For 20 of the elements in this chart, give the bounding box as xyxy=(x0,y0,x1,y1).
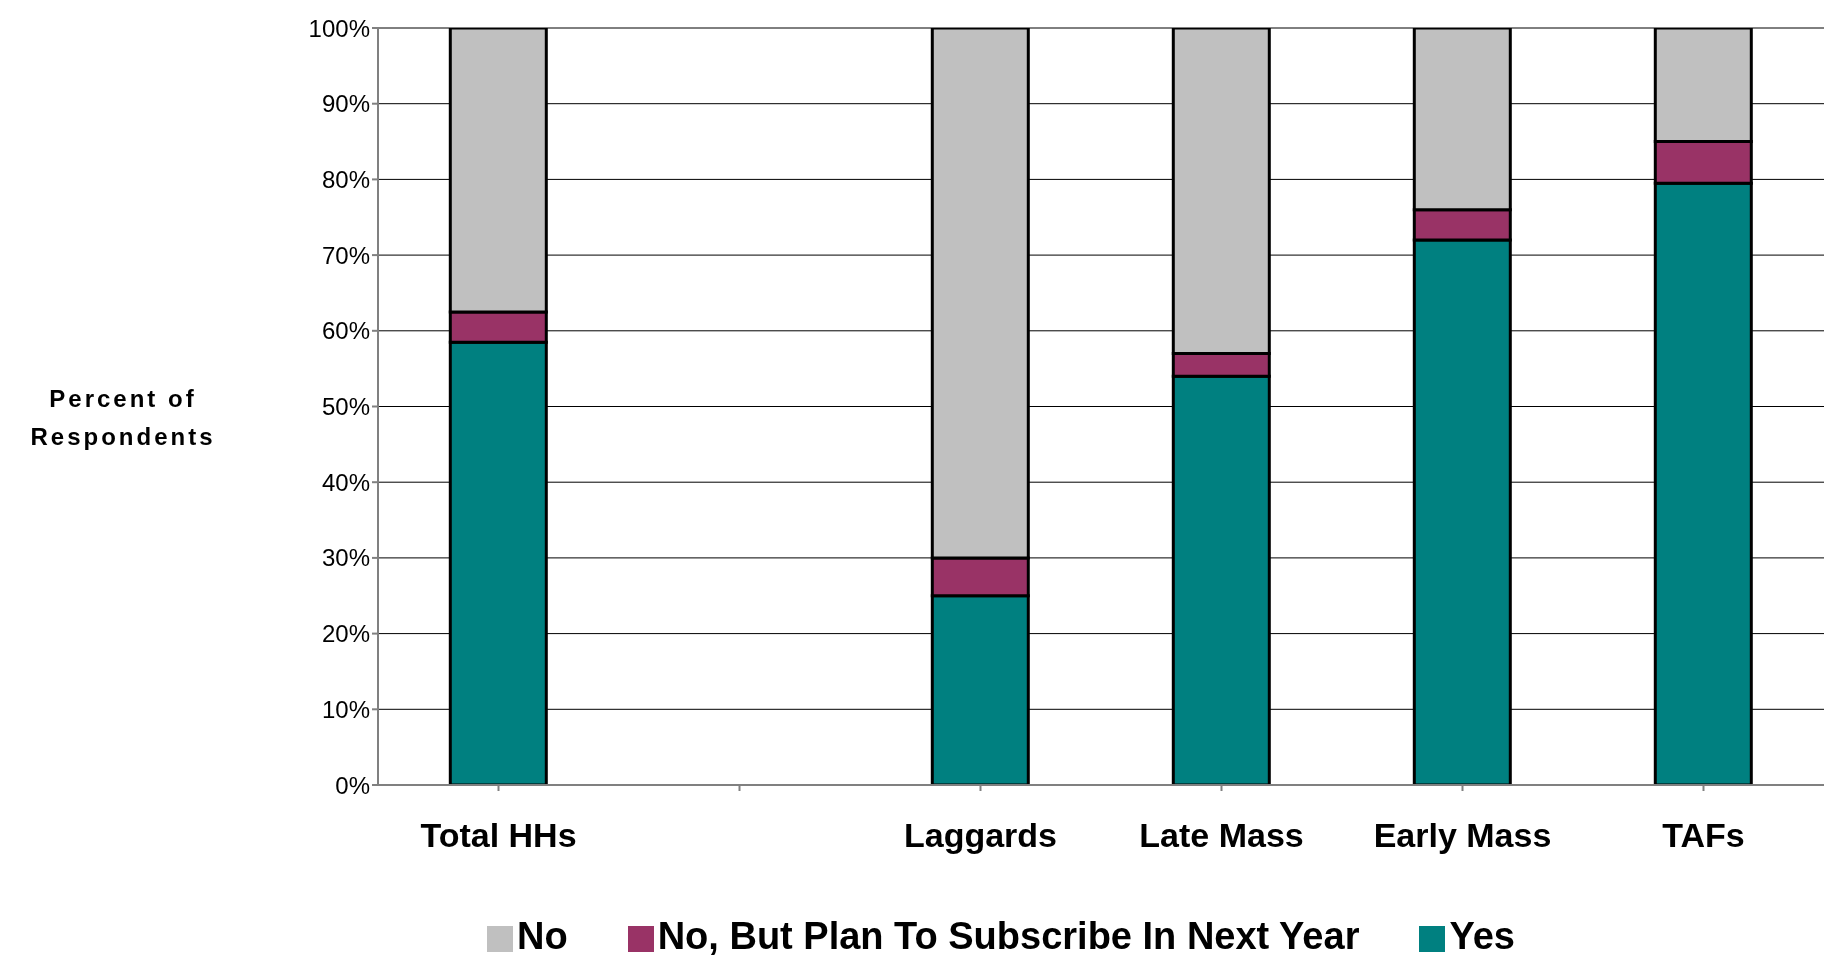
x-tick-label: Total HHs xyxy=(420,816,577,855)
y-tick-label: 60% xyxy=(321,317,370,345)
y-tick-label: 100% xyxy=(308,14,370,42)
y-tick-label: 0% xyxy=(335,771,370,799)
x-tick-label: Late Mass xyxy=(1139,816,1304,855)
legend-label: Yes xyxy=(1449,915,1515,957)
x-tick-label: Laggards xyxy=(903,816,1058,855)
y-tick-label: 50% xyxy=(321,393,370,421)
y-tick-label: 70% xyxy=(321,241,370,269)
legend-label: No, But Plan To Subscribe In Next Year xyxy=(657,915,1360,957)
legend-label: No xyxy=(517,915,568,957)
y-tick-label: 80% xyxy=(321,165,370,193)
x-tick-label: Early Mass xyxy=(1373,816,1552,855)
x-tick-label: TAFs xyxy=(1662,816,1745,855)
y-tick-label: 10% xyxy=(321,695,370,723)
y-tick-label: 90% xyxy=(321,90,370,118)
y-tick-label: 20% xyxy=(321,620,370,648)
y-tick-label: 30% xyxy=(321,544,370,572)
y-tick-label: 40% xyxy=(321,468,370,496)
y-axis-title: Percent of Respondents xyxy=(29,384,217,452)
